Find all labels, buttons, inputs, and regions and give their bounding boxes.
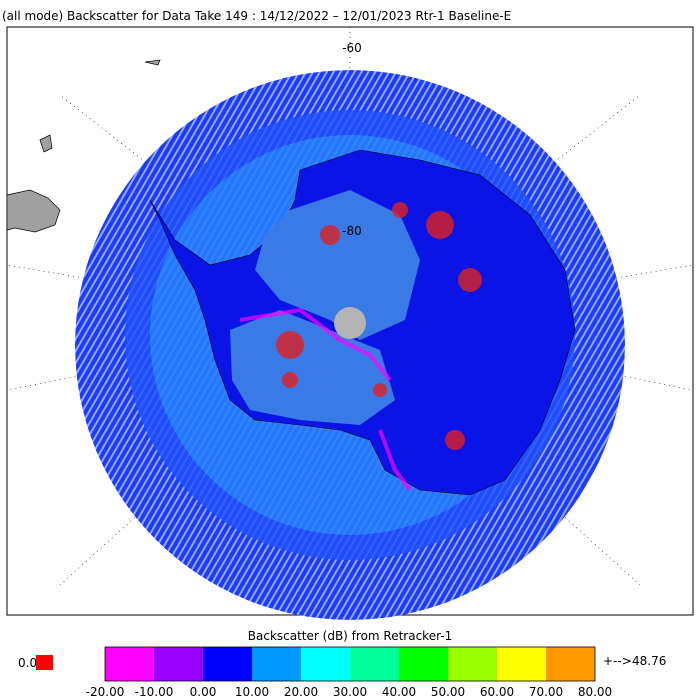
color-box — [203, 647, 252, 681]
colorbar-tick-label: 20.00 — [284, 685, 318, 699]
island — [144, 59, 161, 66]
color-box — [154, 647, 203, 681]
island — [39, 134, 53, 153]
colorbar-tick-label: 80.00 — [578, 685, 612, 699]
colorbar-tick-label: 60.00 — [480, 685, 514, 699]
over-label: 48.76 — [632, 654, 666, 668]
colorbar-tick-label: 30.00 — [333, 685, 367, 699]
colorbar-tick-label: -20.00 — [86, 685, 125, 699]
colorbar-tick-label: 40.00 — [382, 685, 416, 699]
color-box — [546, 647, 595, 681]
lat-label: -60 — [342, 41, 362, 55]
pole-hole — [334, 307, 366, 339]
data-disc — [75, 70, 625, 620]
color-box — [497, 647, 546, 681]
under-swatch — [36, 655, 53, 670]
colorbar-tick-label: 10.00 — [235, 685, 269, 699]
colorbar-frame — [104, 646, 596, 682]
color-box — [105, 647, 154, 681]
colorbar-tick-label: -10.00 — [135, 685, 174, 699]
colorbar: -20.00 -10.00 0.00 10.00 20.00 30.00 40.00 50.0… — [86, 646, 612, 699]
lat-label: -80 — [342, 224, 362, 238]
land — [6, 189, 61, 233]
color-box — [448, 647, 497, 681]
map-title: (all mode) Backscatter for Data Take 149… — [2, 9, 511, 23]
over-arrow: +--> — [603, 654, 632, 668]
color-box — [252, 647, 301, 681]
colorbar-tick-label: 70.00 — [529, 685, 563, 699]
colorbar-tick-label: 0.00 — [190, 685, 217, 699]
color-box — [399, 647, 448, 681]
under-label: 0.0 — [18, 656, 37, 670]
colorbar-title: Backscatter (dB) from Retracker-1 — [248, 629, 452, 643]
colorbar-tick-label: 50.00 — [431, 685, 465, 699]
color-box — [350, 647, 399, 681]
color-box — [301, 647, 350, 681]
